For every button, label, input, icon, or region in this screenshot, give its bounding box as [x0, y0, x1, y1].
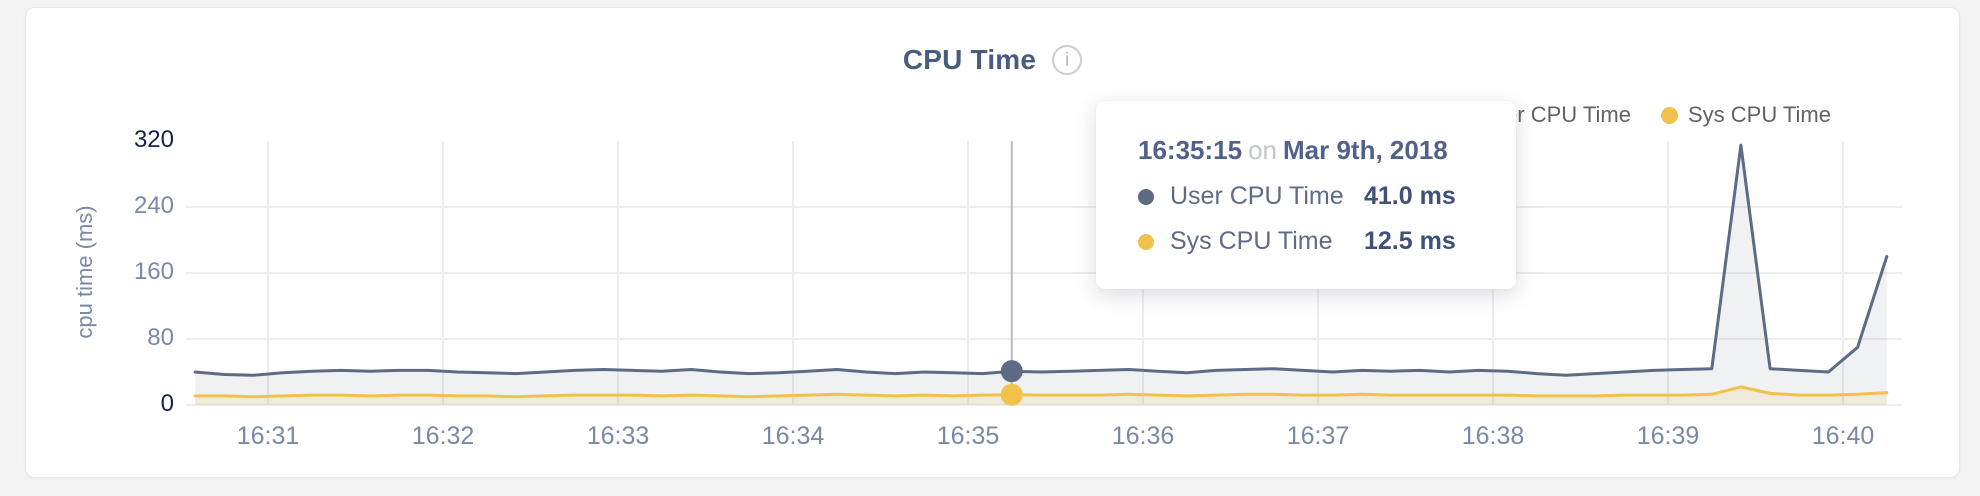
area-user-cpu-time [195, 145, 1887, 405]
legend-item-sys-cpu-time[interactable]: Sys CPU Time [1660, 102, 1831, 128]
y-tick-label: 160 [133, 258, 174, 285]
x-tick-label: 16:31 [236, 422, 300, 450]
tooltip-preposition: on [1248, 135, 1277, 165]
tooltip-title: 16:35:15 on Mar 9th, 2018 [1096, 135, 1516, 166]
tooltip-date: Mar 9th, 2018 [1283, 135, 1448, 165]
x-tick-label: 16:35 [936, 422, 1000, 450]
x-tick-label: 16:32 [411, 422, 475, 450]
tooltip-label-sys-cpu-time: Sys CPU Time [1170, 227, 1333, 255]
x-tick-label: 16:39 [1636, 422, 1700, 450]
line-user-cpu-time [193, 143, 1889, 377]
y-tick-label: 240 [133, 192, 174, 219]
tooltip-dot-user-cpu-time [1138, 188, 1154, 205]
x-tick-label: 16:40 [1811, 422, 1875, 450]
tooltip-row-user-cpu-time: User CPU Time 41.0 ms [1096, 182, 1516, 211]
tooltip-value-user-cpu-time: 41.0 ms [1364, 182, 1456, 210]
chart-header: CPU Time i [26, 44, 1959, 76]
tooltip-label-user-cpu-time: User CPU Time [1170, 182, 1344, 210]
tooltip-time: 16:35:15 [1138, 135, 1243, 165]
x-tick-label: 16:33 [586, 422, 650, 450]
line-sys-cpu-time [193, 385, 1889, 399]
x-tick-label: 16:37 [1286, 422, 1350, 450]
selected-point-user-cpu-time [1000, 360, 1023, 383]
x-tick-label: 16:34 [761, 422, 825, 450]
y-tick-label: 80 [147, 324, 174, 351]
x-tick-label: 16:38 [1461, 422, 1525, 450]
info-icon[interactable]: i [1052, 45, 1083, 75]
legend-label-sys-cpu-time: Sys CPU Time [1687, 102, 1831, 127]
cpu-chart-card: CPU Time i User CPU Time Sys CPU Time cp… [25, 7, 1960, 478]
chart-tooltip: 16:35:15 on Mar 9th, 2018 User CPU Time 41… [1096, 101, 1516, 289]
cpu-time-chart[interactable] [26, 8, 1961, 479]
selected-point-sys-cpu-time [1000, 383, 1023, 406]
y-tick-label: 0 [160, 390, 174, 417]
chart-title: CPU Time [902, 44, 1037, 75]
legend-dot-sys-cpu-time [1660, 106, 1678, 124]
tooltip-value-sys-cpu-time: 12.5 ms [1364, 227, 1456, 255]
tooltip-dot-sys-cpu-time [1138, 233, 1154, 250]
tooltip-row-sys-cpu-time: Sys CPU Time 12.5 ms [1096, 227, 1516, 256]
y-tick-label: 320 [133, 126, 174, 153]
x-tick-label: 16:36 [1111, 422, 1175, 450]
